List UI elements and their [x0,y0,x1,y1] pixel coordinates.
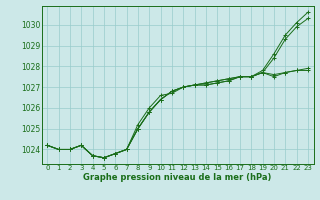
X-axis label: Graphe pression niveau de la mer (hPa): Graphe pression niveau de la mer (hPa) [84,173,272,182]
